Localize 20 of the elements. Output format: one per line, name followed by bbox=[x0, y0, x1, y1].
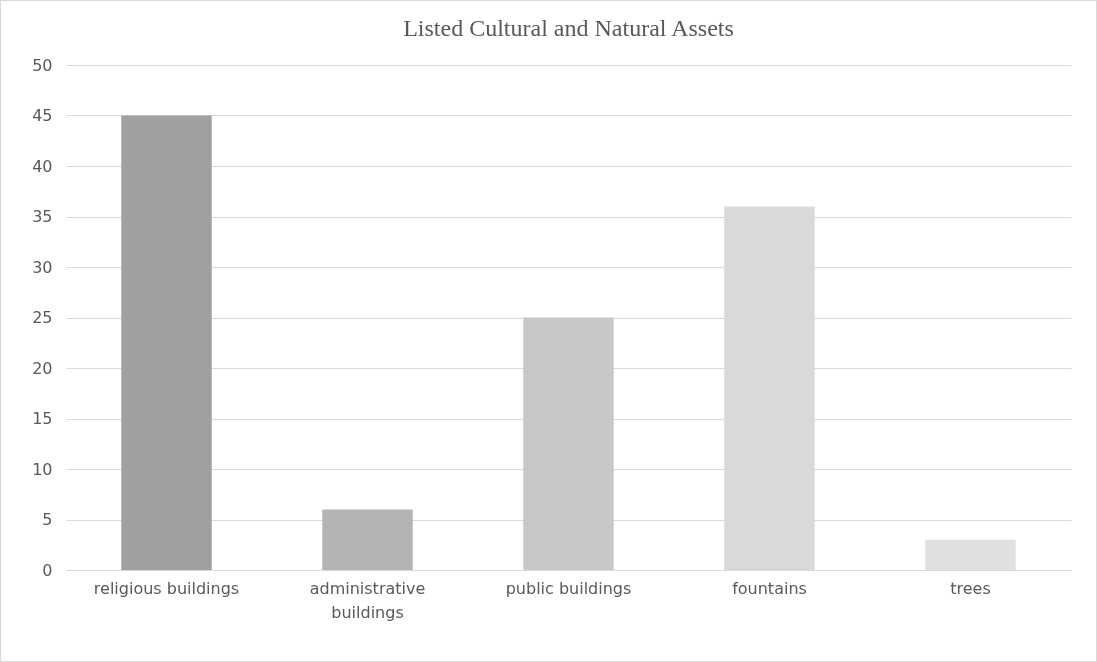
y-tick-label: 30 bbox=[32, 257, 53, 277]
x-tick-label: fountains bbox=[732, 578, 807, 598]
y-tick-label: 20 bbox=[32, 358, 53, 378]
y-tick-label: 35 bbox=[32, 207, 53, 226]
y-tick-label: 15 bbox=[32, 409, 53, 428]
y-tick-label: 50 bbox=[32, 55, 53, 75]
bar bbox=[121, 115, 212, 570]
x-tick-label: administrative buildings bbox=[309, 578, 426, 622]
chart-title: Listed Cultural and Natural Assets bbox=[403, 15, 734, 41]
y-tick-label: 40 bbox=[32, 156, 53, 176]
bar bbox=[523, 317, 614, 570]
y-tick-label: 0 bbox=[42, 560, 53, 580]
bar bbox=[322, 509, 413, 570]
y-tick-label: 5 bbox=[42, 510, 53, 529]
y-tick-label: 10 bbox=[32, 459, 53, 479]
y-tick-label: 25 bbox=[32, 308, 53, 327]
y-tick-label: 45 bbox=[32, 106, 53, 125]
x-tick-label: religious buildings bbox=[93, 578, 240, 598]
x-tick-label: trees bbox=[950, 578, 991, 598]
x-tick-label: public buildings bbox=[505, 578, 632, 598]
